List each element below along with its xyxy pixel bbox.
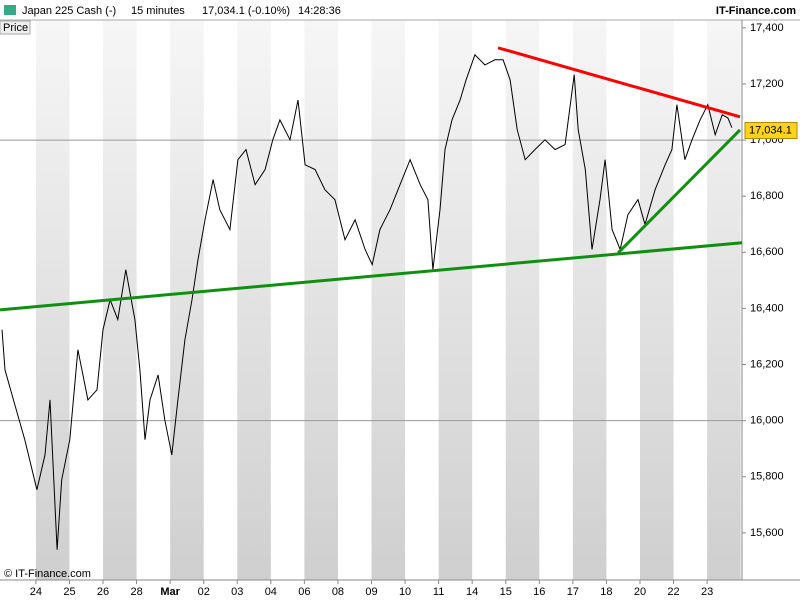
x-tick-label: 16 bbox=[533, 586, 545, 598]
day-band bbox=[572, 20, 607, 580]
x-tick-label: 03 bbox=[231, 586, 243, 598]
day-band bbox=[639, 20, 674, 580]
x-tick-label: Mar bbox=[160, 586, 180, 598]
x-tick-label: 04 bbox=[265, 586, 277, 598]
y-tick-label: 16,600 bbox=[750, 246, 784, 258]
y-tick-label: 17,400 bbox=[750, 22, 784, 34]
x-tick-label: 25 bbox=[63, 586, 75, 598]
day-band bbox=[438, 20, 473, 580]
y-tick-label: 15,600 bbox=[750, 527, 784, 539]
day-band bbox=[505, 20, 540, 580]
x-tick-label: 09 bbox=[365, 586, 377, 598]
day-band bbox=[170, 20, 204, 580]
trend-line bbox=[497, 46, 741, 119]
x-tick-label: 17 bbox=[567, 586, 579, 598]
trend-line bbox=[0, 241, 743, 312]
last-price-label: 17,034.1 bbox=[749, 124, 792, 136]
logo-icon bbox=[4, 5, 16, 15]
x-tick-label: 10 bbox=[399, 586, 411, 598]
header-bar bbox=[0, 0, 800, 20]
quote: 17,034.1 (-0.10%) bbox=[202, 5, 290, 17]
x-tick-label: 11 bbox=[433, 586, 444, 598]
x-tick-label: 26 bbox=[97, 586, 109, 598]
y-tick-label: 16,200 bbox=[750, 358, 784, 370]
day-band bbox=[371, 20, 406, 580]
x-tick-label: 22 bbox=[667, 586, 679, 598]
last-price-box bbox=[744, 122, 798, 140]
copyright: © IT-Finance.com bbox=[4, 568, 91, 580]
day-band bbox=[237, 20, 271, 580]
day-band bbox=[35, 20, 70, 580]
x-tick-label: 24 bbox=[30, 586, 42, 598]
brand: IT-Finance.com bbox=[716, 5, 796, 17]
x-tick-label: 08 bbox=[332, 586, 344, 598]
y-tick-label: 16,000 bbox=[750, 415, 784, 427]
price-line bbox=[1, 53, 733, 550]
y-tick-label: 15,800 bbox=[750, 471, 784, 483]
panel-label: Price bbox=[3, 22, 28, 34]
x-tick-label: 20 bbox=[634, 586, 646, 598]
x-tick-label: 14 bbox=[466, 586, 478, 598]
trend-line bbox=[617, 128, 742, 254]
panel-label-box bbox=[0, 20, 31, 35]
day-band bbox=[707, 20, 741, 580]
y-tick-label: 16,800 bbox=[750, 190, 784, 202]
instrument: Japan 225 Cash (-) bbox=[22, 5, 116, 17]
day-band bbox=[304, 20, 338, 580]
interval: 15 minutes bbox=[131, 5, 185, 17]
x-tick-label: 06 bbox=[298, 586, 310, 598]
time: 14:28:36 bbox=[298, 5, 341, 17]
x-tick-label: 02 bbox=[198, 586, 210, 598]
y-tick-label: 16,400 bbox=[750, 302, 784, 314]
x-tick-label: 28 bbox=[130, 586, 142, 598]
x-tick-label: 15 bbox=[500, 586, 512, 598]
y-tick-label: 17,200 bbox=[750, 78, 784, 90]
x-tick-label: 18 bbox=[600, 586, 612, 598]
x-tick-label: 23 bbox=[701, 586, 713, 598]
